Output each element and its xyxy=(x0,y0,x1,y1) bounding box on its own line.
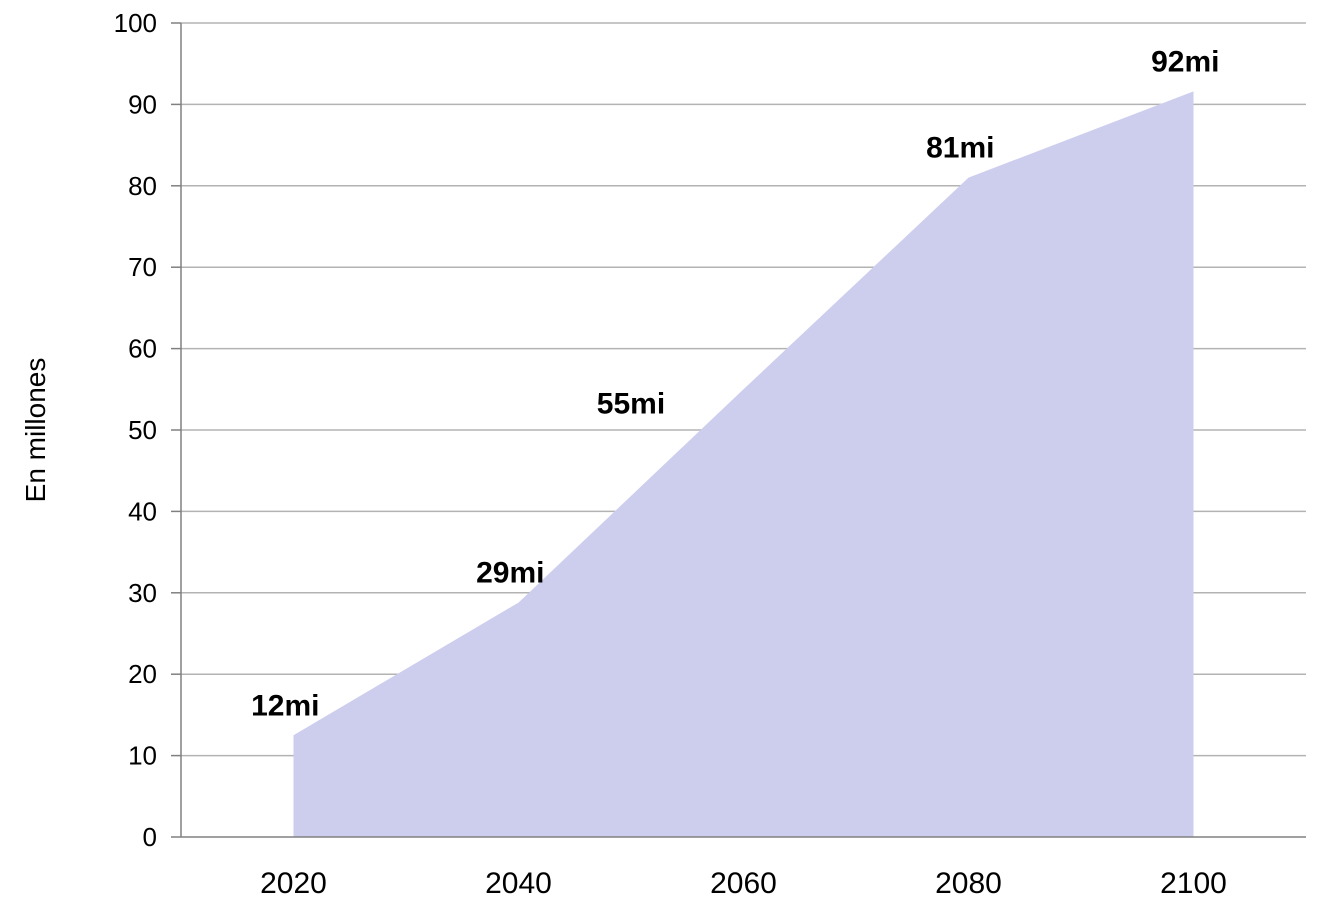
y-axis-title: En millones xyxy=(20,358,51,503)
y-tick-label: 20 xyxy=(128,659,157,689)
x-tick-label: 2080 xyxy=(935,867,1002,899)
x-tick-label: 2060 xyxy=(710,867,777,899)
y-tick-label: 80 xyxy=(128,171,157,201)
data-label: 81mi xyxy=(926,132,994,165)
data-label: 29mi xyxy=(476,557,544,590)
y-tick-label: 0 xyxy=(143,822,157,852)
area-layer xyxy=(293,91,1194,838)
data-label-annotation: 55mi xyxy=(597,388,665,421)
y-tick-label: 10 xyxy=(128,741,157,771)
y-tick-label: 70 xyxy=(128,252,157,282)
y-tick-label: 40 xyxy=(128,496,157,526)
y-tick-label: 30 xyxy=(128,578,157,608)
data-label: 92mi xyxy=(1151,45,1219,78)
y-tick-label: 100 xyxy=(114,8,157,38)
x-tick-labels: 2020 2040 2060 2080 2100 xyxy=(260,867,1227,899)
x-tick-label: 2020 xyxy=(260,867,327,899)
data-labels: 12mi 29mi 81mi 92mi 55mi xyxy=(251,45,1219,722)
y-tick-label: 90 xyxy=(128,89,157,119)
y-tick-label: 50 xyxy=(128,415,157,445)
x-tick-label: 2100 xyxy=(1160,867,1227,899)
data-label: 12mi xyxy=(251,689,319,722)
area-series xyxy=(293,91,1194,838)
x-tick-label: 2040 xyxy=(485,867,552,899)
y-tick-label: 60 xyxy=(128,334,157,364)
axes xyxy=(171,22,1306,838)
y-tick-labels: 0 10 20 30 40 50 60 70 80 90 100 xyxy=(114,8,157,852)
